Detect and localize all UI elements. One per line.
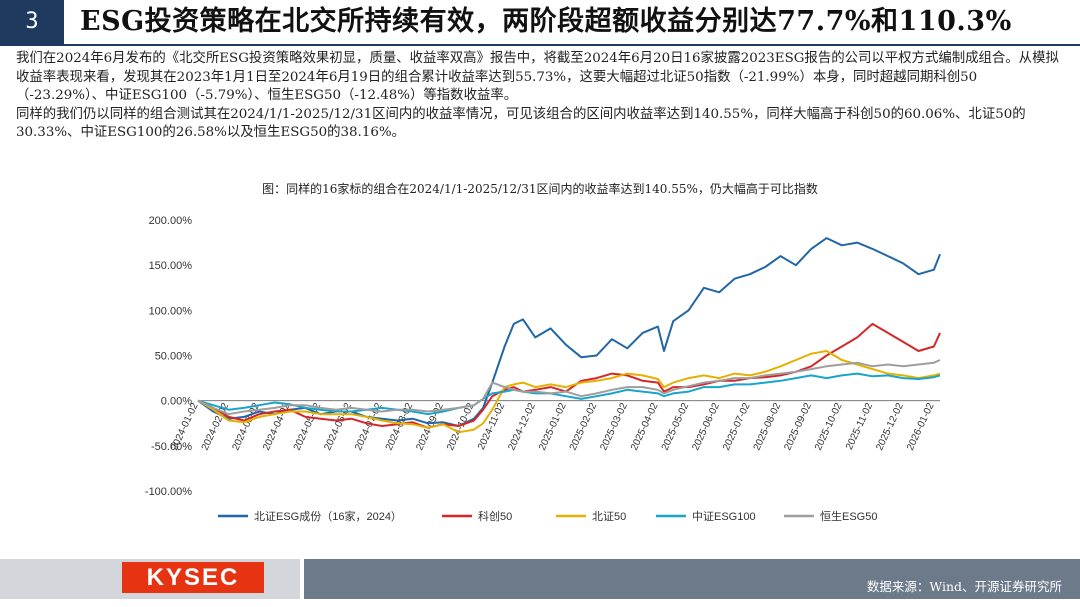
chart-area: 图：同样的16家标的组合在2024/1/1-2025/12/31区间内的收益率达… (120, 180, 960, 532)
x-tick-label: 2025-01-02 (537, 401, 569, 452)
x-tick-label: 2025-07-02 (721, 401, 753, 452)
slide-number: 3 (0, 0, 64, 44)
series-line-5 (197, 359, 941, 416)
series-line-1 (197, 237, 941, 427)
paragraph-1: 我们在2024年6月发布的《北交所ESG投资策略效果初显，质量、收益率双高》报告… (16, 51, 1059, 103)
body-text: 我们在2024年6月发布的《北交所ESG投资策略效果初显，质量、收益率双高》报告… (16, 50, 1066, 143)
header: 3 ESG投资策略在北交所持续有效，两阶段超额收益分别达77.7%和110.3% (0, 0, 1080, 44)
x-tick-label: 2025-03-02 (598, 401, 630, 452)
footer: KYSEC 数据来源：Wind、开源证券研究所 (0, 551, 1080, 607)
x-tick-label: 2025-08-02 (752, 401, 784, 452)
title-divider (0, 44, 1080, 46)
legend-label: 恒生ESG50 (820, 509, 877, 523)
x-tick-label: 2024-11-02 (476, 401, 507, 452)
y-tick-label: 200.00% (149, 215, 193, 227)
x-tick-label: 2025-06-02 (690, 401, 722, 452)
x-tick-label: 2024-12-02 (506, 401, 538, 452)
y-tick-label: 50.00% (155, 351, 193, 363)
x-tick-label: 2025-09-02 (782, 401, 814, 452)
data-source: 数据来源：Wind、开源证券研究所 (866, 579, 1062, 594)
kysec-logo: KYSEC (122, 562, 264, 593)
series-line-4 (197, 372, 941, 416)
x-tick-label: 2025-04-02 (629, 401, 661, 452)
legend-label: 北证ESG成份（16家，2024） (254, 509, 402, 523)
legend-label: 科创50 (478, 509, 512, 523)
x-tick-label: 2025-12-02 (874, 401, 906, 452)
y-tick-label: 150.00% (149, 260, 193, 272)
footer-right-band: 数据来源：Wind、开源证券研究所 (304, 559, 1080, 599)
legend-label: 中证ESG100 (692, 510, 756, 523)
x-tick-label: 2026-01-02 (905, 401, 937, 452)
x-tick-label: 2025-02-02 (568, 401, 600, 452)
slide-title: ESG投资策略在北交所持续有效，两阶段超额收益分别达77.7%和110.3% (80, 6, 1012, 37)
legend-label: 北证50 (592, 510, 626, 523)
chart-title: 图：同样的16家标的组合在2024/1/1-2025/12/31区间内的收益率达… (262, 182, 818, 196)
x-tick-label: 2025-10-02 (813, 401, 845, 452)
series-line-3 (197, 350, 941, 434)
paragraph-2: 同样的我们仍以同样的组合测试其在2024/1/1-2025/12/31区间内的收… (16, 106, 1026, 141)
y-tick-label: -100.00% (145, 486, 192, 498)
y-tick-label: -50.00% (151, 441, 192, 453)
x-tick-label: 2025-05-02 (660, 401, 692, 452)
y-tick-label: 0.00% (161, 396, 192, 408)
line-chart: 200.00% 150.00% 100.00% 50.00% 0.00% -50.00% -… (145, 215, 941, 523)
y-tick-label: 100.00% (149, 305, 193, 317)
x-tick-label: 2025-11-02 (844, 401, 875, 452)
